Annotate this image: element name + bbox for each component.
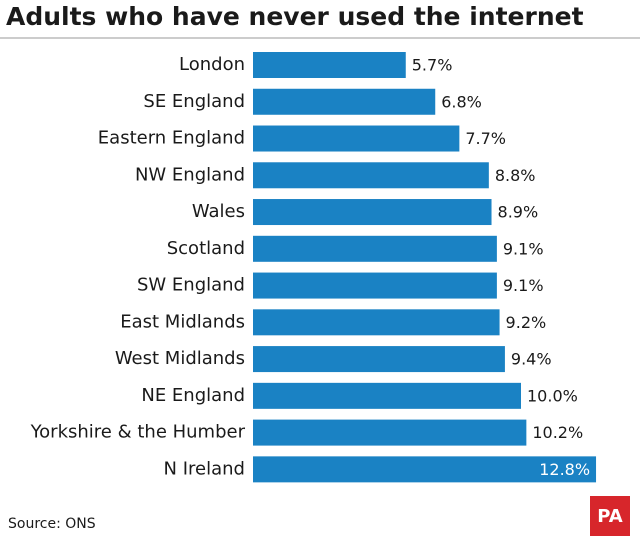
bar (253, 88, 436, 115)
source: Source: ONS (8, 516, 96, 532)
value-label: 12.8% (539, 460, 590, 479)
bar (253, 199, 492, 226)
bar (253, 235, 497, 262)
value-label: 9.1% (503, 276, 544, 295)
value-label: 9.2% (506, 313, 547, 332)
bar (253, 419, 527, 446)
chart-title: Adults who have never used the internet (6, 2, 584, 31)
category-label: West Midlands (115, 348, 245, 369)
value-label: 8.9% (498, 203, 539, 222)
value-label: 9.4% (511, 350, 552, 369)
category-label: NE England (141, 385, 245, 406)
category-label: Wales (192, 201, 245, 222)
category-label: East Midlands (120, 311, 245, 332)
category-label: Yorkshire & the Humber (30, 422, 246, 443)
category-label: NW England (135, 164, 245, 185)
category-label: SE England (143, 91, 245, 112)
category-label: London (179, 54, 245, 75)
value-label: 10.2% (532, 423, 583, 442)
value-label: 8.8% (495, 166, 536, 185)
bar (253, 272, 497, 299)
category-label: Eastern England (98, 128, 245, 149)
bar (253, 162, 489, 189)
bar (253, 125, 460, 152)
value-label: 9.1% (503, 239, 544, 258)
bar (253, 309, 500, 336)
category-label: N Ireland (164, 458, 245, 479)
logo-box (590, 496, 630, 536)
value-label: 6.8% (441, 92, 482, 111)
logo: PA (597, 506, 623, 527)
value-label: 10.0% (527, 386, 578, 405)
value-label: 5.7% (412, 56, 453, 75)
category-label: Scotland (167, 238, 245, 259)
bar (253, 346, 505, 373)
category-label: SW England (137, 275, 245, 296)
bar (253, 382, 521, 409)
value-label: 7.7% (465, 129, 506, 148)
bar (253, 52, 406, 78)
bar (253, 456, 597, 483)
